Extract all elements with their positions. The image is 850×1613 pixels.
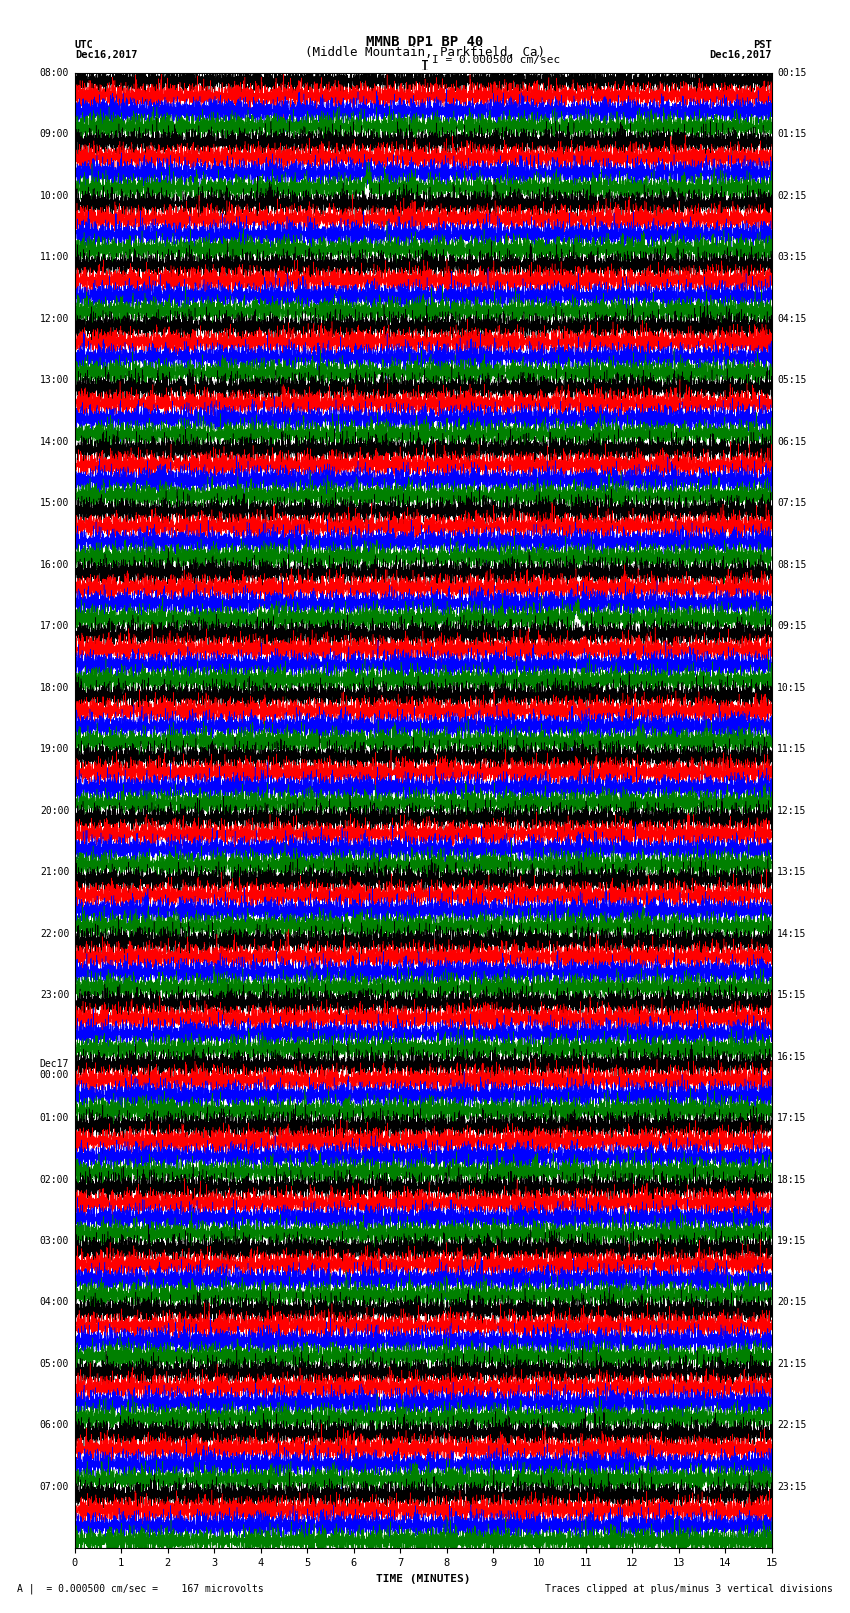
Text: 09:00: 09:00 (40, 129, 69, 139)
Text: 18:00: 18:00 (40, 682, 69, 692)
Text: 12:00: 12:00 (40, 313, 69, 324)
Text: (Middle Mountain, Parkfield, Ca): (Middle Mountain, Parkfield, Ca) (305, 45, 545, 60)
Text: 21:00: 21:00 (40, 868, 69, 877)
Text: 21:15: 21:15 (778, 1360, 807, 1369)
Text: 05:15: 05:15 (778, 376, 807, 386)
Text: 08:00: 08:00 (40, 68, 69, 77)
Text: 03:15: 03:15 (778, 252, 807, 261)
Text: 13:15: 13:15 (778, 868, 807, 877)
Text: 22:15: 22:15 (778, 1421, 807, 1431)
Text: 19:00: 19:00 (40, 744, 69, 753)
Text: 16:15: 16:15 (778, 1052, 807, 1061)
Text: 06:15: 06:15 (778, 437, 807, 447)
Text: 23:15: 23:15 (778, 1482, 807, 1492)
Text: 04:00: 04:00 (40, 1297, 69, 1308)
Text: 20:00: 20:00 (40, 805, 69, 816)
Text: Traces clipped at plus/minus 3 vertical divisions: Traces clipped at plus/minus 3 vertical … (545, 1584, 833, 1594)
Text: 01:00: 01:00 (40, 1113, 69, 1123)
Text: 14:15: 14:15 (778, 929, 807, 939)
Text: 02:15: 02:15 (778, 190, 807, 200)
Text: 16:00: 16:00 (40, 560, 69, 569)
Text: 12:15: 12:15 (778, 805, 807, 816)
Text: A |  = 0.000500 cm/sec =    167 microvolts: A | = 0.000500 cm/sec = 167 microvolts (17, 1584, 264, 1595)
Text: 11:15: 11:15 (778, 744, 807, 753)
Text: Dec17: Dec17 (40, 1060, 69, 1069)
Text: 00:00: 00:00 (40, 1071, 69, 1081)
Text: 01:15: 01:15 (778, 129, 807, 139)
Text: 11:00: 11:00 (40, 252, 69, 261)
Text: 10:00: 10:00 (40, 190, 69, 200)
Text: UTC: UTC (75, 40, 94, 50)
Text: 19:15: 19:15 (778, 1236, 807, 1245)
Text: PST: PST (753, 40, 772, 50)
Text: 03:00: 03:00 (40, 1236, 69, 1245)
X-axis label: TIME (MINUTES): TIME (MINUTES) (376, 1574, 471, 1584)
Text: 20:15: 20:15 (778, 1297, 807, 1308)
Text: 23:00: 23:00 (40, 990, 69, 1000)
Text: Dec16,2017: Dec16,2017 (75, 50, 138, 60)
Text: I = 0.000500 cm/sec: I = 0.000500 cm/sec (432, 55, 560, 66)
Text: 22:00: 22:00 (40, 929, 69, 939)
Text: 07:15: 07:15 (778, 498, 807, 508)
Text: 02:00: 02:00 (40, 1174, 69, 1184)
Text: 07:00: 07:00 (40, 1482, 69, 1492)
Text: 18:15: 18:15 (778, 1174, 807, 1184)
Text: 13:00: 13:00 (40, 376, 69, 386)
Text: 14:00: 14:00 (40, 437, 69, 447)
Text: 05:00: 05:00 (40, 1360, 69, 1369)
Text: 06:00: 06:00 (40, 1421, 69, 1431)
Text: 10:15: 10:15 (778, 682, 807, 692)
Text: 08:15: 08:15 (778, 560, 807, 569)
Text: 04:15: 04:15 (778, 313, 807, 324)
Text: 00:15: 00:15 (778, 68, 807, 77)
Text: 09:15: 09:15 (778, 621, 807, 631)
Text: 15:15: 15:15 (778, 990, 807, 1000)
Text: 17:15: 17:15 (778, 1113, 807, 1123)
Text: MMNB DP1 BP 40: MMNB DP1 BP 40 (366, 35, 484, 48)
Text: 17:00: 17:00 (40, 621, 69, 631)
Text: 15:00: 15:00 (40, 498, 69, 508)
Text: Dec16,2017: Dec16,2017 (709, 50, 772, 60)
